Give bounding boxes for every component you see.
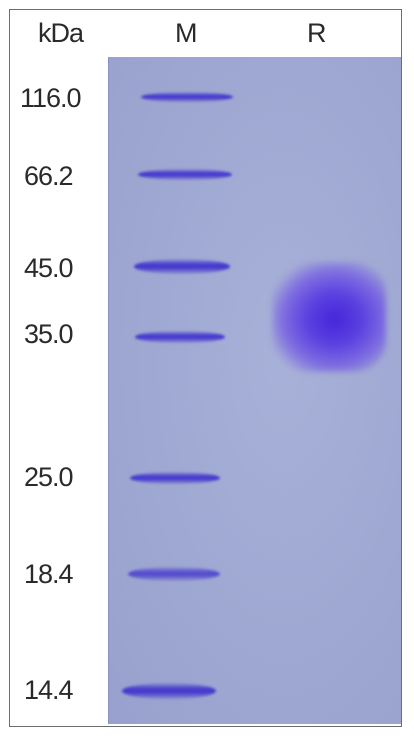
marker-label-14: 14.4 <box>24 677 73 704</box>
marker-label-25: 25.0 <box>24 464 73 491</box>
unit-label: kDa <box>38 20 83 47</box>
marker-label-116: 116.0 <box>20 85 81 112</box>
marker-label-45: 45.0 <box>24 255 73 282</box>
marker-band-45 <box>134 259 230 274</box>
marker-band-14 <box>122 683 216 699</box>
marker-label-66: 66.2 <box>24 163 73 190</box>
marker-band-18 <box>128 567 220 581</box>
marker-label-18: 18.4 <box>24 561 73 588</box>
marker-band-35 <box>135 331 225 343</box>
marker-band-25 <box>130 472 220 484</box>
gel-background <box>108 57 401 724</box>
marker-label-35: 35.0 <box>24 321 73 348</box>
marker-band-116 <box>141 92 233 102</box>
lane-m-label: M <box>175 20 197 47</box>
sample-band-r <box>272 262 386 372</box>
lane-r-label: R <box>307 20 326 47</box>
marker-band-66 <box>138 169 232 180</box>
